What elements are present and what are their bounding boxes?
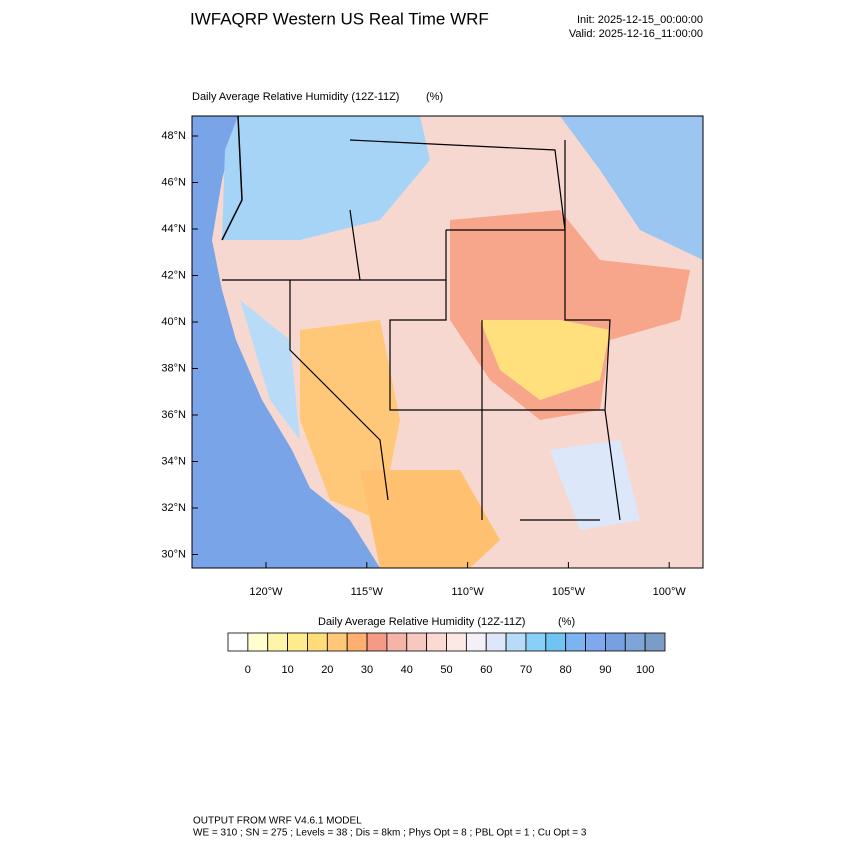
southwest-dry <box>360 470 500 568</box>
colorbar-label: 80 <box>560 664 572 676</box>
colorbar-label: 60 <box>480 664 492 676</box>
lat-label: 40°N <box>161 316 186 328</box>
colorbar-swatch <box>565 632 586 652</box>
colorbar-label: 20 <box>321 664 333 676</box>
colorbar-swatch <box>386 632 408 652</box>
footer-line: WE = 310 ; SN = 275 ; Levels = 38 ; Dis … <box>193 828 587 839</box>
colorbar-swatch <box>644 632 666 652</box>
title: IWFAQRP Western US Real Time WRF <box>190 9 489 28</box>
colorbar-swatch <box>465 632 487 652</box>
colorbar-swatch <box>585 632 606 652</box>
colorbar-swatch <box>545 632 567 652</box>
colorbar-label: 10 <box>281 664 293 676</box>
valid-time: Valid: 2025-12-16_11:00:00 <box>569 28 703 40</box>
colorbar-label: 30 <box>361 664 373 676</box>
lat-label: 32°N <box>161 502 186 514</box>
colorbar-label: 90 <box>599 664 611 676</box>
colorbar-swatch <box>326 632 348 652</box>
lat-label: 46°N <box>161 176 186 188</box>
colorbar: 0 10 20 30 40 50 60 70 80 90 100 <box>227 632 666 676</box>
colorbar-swatch <box>267 632 288 652</box>
map-title: Daily Average Relative Humidity (12Z-11Z… <box>192 91 399 103</box>
colorbar-swatch <box>485 632 507 652</box>
colorbar-swatch <box>307 632 328 652</box>
colorbar-swatch <box>406 632 428 652</box>
lat-label: 34°N <box>161 455 186 467</box>
lon-label: 120°W <box>249 586 283 598</box>
lon-label: 100°W <box>653 586 687 598</box>
colorbar-label: 70 <box>520 664 532 676</box>
colorbar-swatch <box>426 632 447 652</box>
colorbar-units: (%) <box>558 616 575 628</box>
northeast-humid <box>560 116 703 260</box>
coast-humid <box>240 300 300 440</box>
lat-label: 36°N <box>161 409 186 421</box>
colorbar-swatch <box>366 632 388 652</box>
colorbar-label: 40 <box>401 664 413 676</box>
colorbar-title: Daily Average Relative Humidity (12Z-11Z… <box>318 616 525 628</box>
colorbar-label: 50 <box>440 664 452 676</box>
lon-label: 115°W <box>351 586 384 598</box>
lat-label: 42°N <box>161 269 186 281</box>
colorbar-label: 100 <box>636 664 654 676</box>
texas-humid <box>550 440 640 530</box>
colorbar-swatch <box>624 632 646 652</box>
lon-label: 105°W <box>552 586 586 598</box>
borders <box>221 116 621 521</box>
map-units: (%) <box>426 91 443 103</box>
colorbar-swatch <box>247 632 269 652</box>
colorbar-swatch <box>227 632 249 652</box>
lat-label: 30°N <box>161 548 186 560</box>
init-time: Init: 2025-12-15_00:00:00 <box>577 14 703 26</box>
map <box>191 115 704 569</box>
colorado-dry <box>480 320 610 400</box>
lon-label: 110°W <box>451 586 484 598</box>
map-frame <box>191 115 704 569</box>
colorbar-swatch <box>446 632 467 652</box>
footer-line: OUTPUT FROM WRF V4.6.1 MODEL <box>193 816 362 827</box>
colorbar-swatch <box>605 632 626 652</box>
colorbar-swatch <box>525 632 547 652</box>
lat-label: 48°N <box>161 130 186 142</box>
lat-label: 44°N <box>161 223 186 235</box>
colorbar-swatch <box>287 632 308 652</box>
colorbar-swatch <box>346 632 368 652</box>
lat-label: 38°N <box>161 362 186 374</box>
northwest-humid <box>222 116 430 240</box>
colorbar-label: 0 <box>245 664 251 676</box>
colorbar-swatch <box>505 632 527 652</box>
